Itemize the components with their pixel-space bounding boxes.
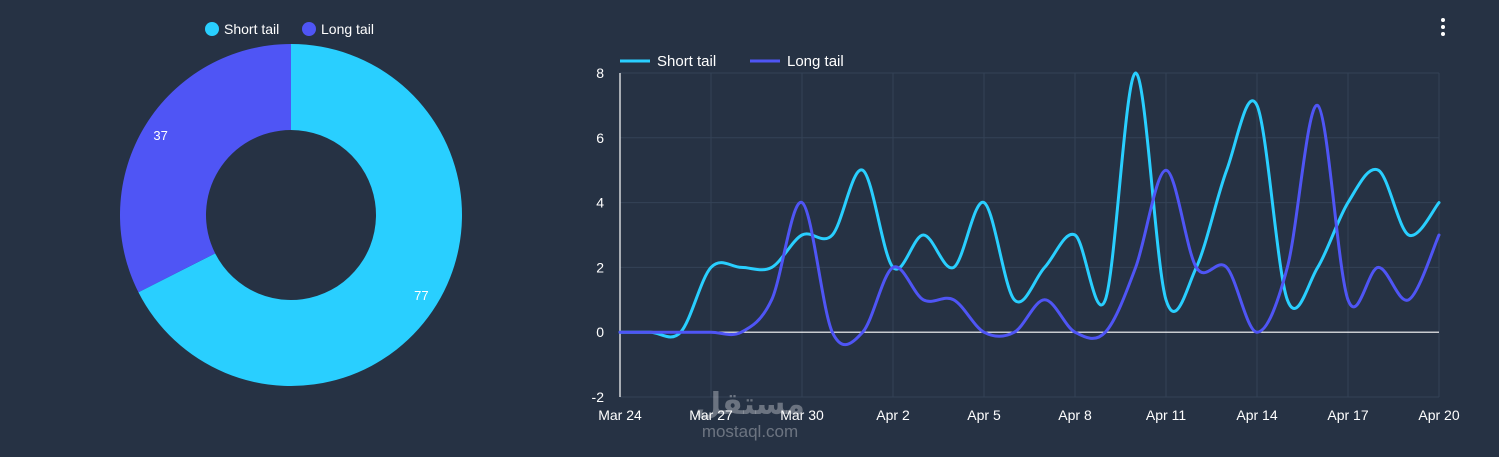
x-tick-label: Apr 20	[1418, 407, 1459, 423]
y-tick-label: 4	[596, 195, 604, 211]
x-tick-label: Apr 5	[967, 407, 1001, 423]
donut-legend-label: Long tail	[321, 21, 374, 37]
y-tick-label: 0	[596, 324, 604, 340]
line-legend-label: Long tail	[787, 53, 844, 70]
donut-legend-marker	[302, 22, 316, 36]
line-legend-label: Short tail	[657, 53, 716, 70]
x-tick-label: Apr 17	[1327, 407, 1368, 423]
donut-slice[interactable]	[138, 44, 462, 386]
more-vertical-icon[interactable]	[1432, 14, 1454, 40]
donut-legend-item[interactable]: Long tail	[302, 21, 374, 37]
line-legend-item[interactable]: Short tail	[620, 53, 716, 70]
series-line-long-tail[interactable]	[618, 103, 1441, 347]
donut-slice[interactable]	[119, 44, 291, 293]
y-tick-label: 6	[596, 130, 604, 146]
x-tick-label: Apr 2	[876, 407, 910, 423]
donut-slice-label: 37	[153, 128, 167, 143]
donut-chart: Short tail Long tail 77 37	[119, 21, 462, 386]
y-tick-label: -2	[592, 389, 605, 405]
x-tick-label: Mar 27	[689, 407, 733, 423]
donut-legend-marker	[205, 22, 219, 36]
y-tick-label: 8	[596, 65, 604, 81]
donut-slice-label: 77	[414, 288, 428, 303]
menu-dot	[1441, 32, 1445, 36]
y-tick-label: 2	[596, 259, 604, 275]
series-line-short-tail[interactable]	[618, 71, 1441, 339]
x-tick-label: Apr 11	[1146, 407, 1186, 423]
menu-dot	[1441, 18, 1445, 22]
x-tick-label: Apr 8	[1058, 407, 1092, 423]
donut-legend-label: Short tail	[224, 21, 279, 37]
x-tick-label: Mar 24	[598, 407, 642, 423]
line-legend-item[interactable]: Long tail	[750, 53, 844, 70]
donut-legend-item[interactable]: Short tail	[205, 21, 279, 37]
x-tick-label: Apr 14	[1236, 407, 1277, 423]
x-tick-label: Mar 30	[780, 407, 824, 423]
menu-dot	[1441, 25, 1445, 29]
